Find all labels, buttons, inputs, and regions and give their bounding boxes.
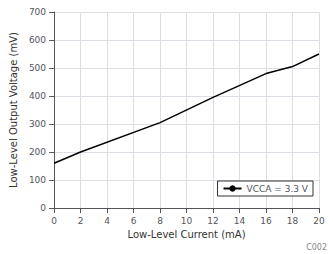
svg-text:6: 6 — [131, 216, 137, 226]
svg-text:VCCA = 3.3 V: VCCA = 3.3 V — [247, 184, 309, 194]
svg-text:Low-Level Output Voltage (mV): Low-Level Output Voltage (mV) — [8, 32, 19, 188]
svg-text:8: 8 — [157, 216, 163, 226]
svg-text:18: 18 — [287, 216, 299, 226]
svg-text:600: 600 — [29, 35, 46, 45]
svg-text:300: 300 — [29, 119, 46, 129]
svg-text:100: 100 — [29, 175, 46, 185]
svg-text:12: 12 — [207, 216, 218, 226]
svg-text:C002: C002 — [306, 243, 327, 252]
svg-text:0: 0 — [40, 203, 46, 213]
svg-text:10: 10 — [181, 216, 193, 226]
svg-text:4: 4 — [104, 216, 110, 226]
svg-text:200: 200 — [29, 147, 46, 157]
svg-text:2: 2 — [78, 216, 84, 226]
svg-text:14: 14 — [234, 216, 246, 226]
svg-text:Low-Level Current (mA): Low-Level Current (mA) — [128, 229, 246, 240]
svg-text:400: 400 — [29, 91, 46, 101]
svg-text:20: 20 — [313, 216, 325, 226]
svg-text:16: 16 — [260, 216, 272, 226]
svg-text:0: 0 — [51, 216, 57, 226]
svg-text:700: 700 — [29, 7, 46, 17]
svg-text:500: 500 — [29, 63, 46, 73]
